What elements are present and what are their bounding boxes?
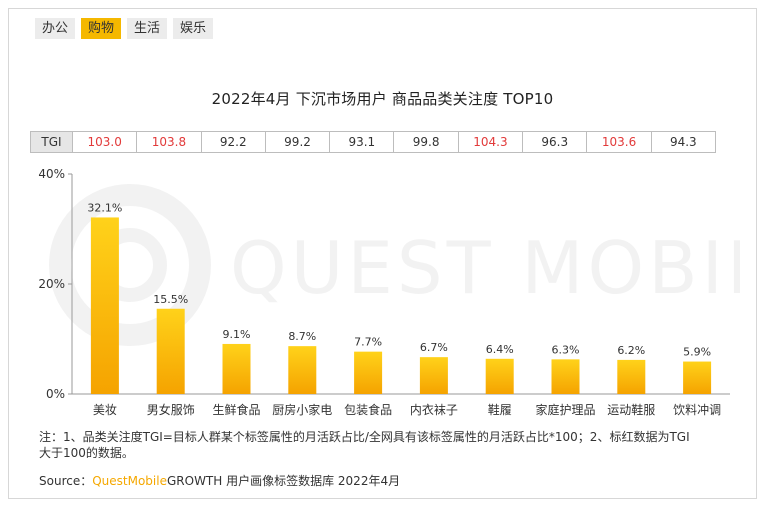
tab-life[interactable]: 生活 [127, 18, 168, 39]
category-label: 厨房小家电 [272, 402, 332, 417]
category-tabs: 办公 购物 生活 娱乐 [35, 18, 214, 39]
y-tick-label: 20% [38, 277, 65, 291]
footnote: 注：1、品类关注度TGI=目标人群某个标签属性的月活跃占比/全网具有该标签属性的… [39, 429, 729, 461]
source-suffix: GROWTH 用户画像标签数据库 2022年4月 [166, 474, 401, 488]
tgi-cell: 104.3 [459, 132, 524, 152]
tgi-cell: 103.8 [137, 132, 202, 152]
footnote-line-2: 大于100的数据。 [39, 446, 134, 460]
bar-chart: 0% 20% 40% 32.1% 美妆 15.5% 男女服饰 9.1% 生鲜食品 8.7% 厨房小… [38, 167, 730, 417]
chart-title: 2022年4月 下沉市场用户 商品品类关注度 TOP10 [211, 90, 554, 108]
bar-layer: 32.1% 美妆 15.5% 男女服饰 9.1% 生鲜食品 8.7% 厨房小家电 7.7% 包装食… [87, 201, 721, 417]
tgi-cell: 103.6 [587, 132, 652, 152]
y-tick-label: 40% [38, 167, 65, 181]
bar [90, 217, 119, 394]
category-label: 生鲜食品 [212, 402, 260, 417]
bar-value-label: 15.5% [153, 293, 188, 306]
y-tick-label: 0% [46, 387, 65, 401]
category-label: 鞋履 [488, 402, 512, 417]
bar-value-label: 6.4% [486, 343, 514, 356]
bar-value-label: 6.3% [552, 343, 580, 356]
bar [683, 361, 712, 394]
tgi-cell: 99.8 [394, 132, 459, 152]
bar [288, 346, 317, 394]
tgi-cell: 92.2 [202, 132, 266, 152]
source-brand: QuestMobile [92, 474, 167, 488]
tgi-cell: 93.1 [330, 132, 395, 152]
bar-value-label: 6.2% [617, 344, 645, 357]
bar-value-label: 6.7% [420, 341, 448, 354]
bar [354, 351, 383, 394]
category-label: 包装食品 [344, 402, 392, 417]
bar [222, 343, 251, 394]
tab-entertainment[interactable]: 娱乐 [173, 18, 214, 39]
bar-value-label: 8.7% [288, 330, 316, 343]
category-label: 美妆 [93, 403, 117, 417]
chart-frame [8, 8, 757, 499]
bar-value-label: 5.9% [683, 346, 711, 359]
source-prefix: Source： [39, 474, 93, 488]
source-line: Source：QuestMobileGROWTH 用户画像标签数据库 2022年… [39, 472, 400, 489]
category-label: 家庭护理品 [535, 402, 595, 417]
category-label: 男女服饰 [147, 402, 195, 417]
tgi-header: TGI [31, 132, 73, 152]
bar [156, 308, 185, 394]
tab-shopping[interactable]: 购物 [81, 18, 122, 39]
bar [551, 359, 580, 394]
bar [419, 357, 448, 394]
tab-office[interactable]: 办公 [35, 18, 76, 39]
tgi-cell: 103.0 [73, 132, 138, 152]
tgi-cell: 96.3 [523, 132, 588, 152]
bar-value-label: 9.1% [223, 328, 251, 341]
tgi-table: TGI 103.0 103.8 92.2 99.2 93.1 99.8 104.… [30, 131, 716, 153]
bar [617, 359, 646, 394]
footnote-line-1: 注：1、品类关注度TGI=目标人群某个标签属性的月活跃占比/全网具有该标签属性的… [39, 430, 690, 444]
category-label: 饮料冲调 [673, 402, 721, 417]
tgi-cell: 94.3 [669, 135, 697, 149]
category-label: 运动鞋服 [607, 402, 655, 417]
bar-value-label: 7.7% [354, 336, 382, 349]
bar-value-label: 32.1% [87, 201, 122, 214]
tgi-cell: 99.2 [266, 132, 331, 152]
category-label: 内衣袜子 [410, 402, 458, 417]
bar [485, 358, 514, 394]
